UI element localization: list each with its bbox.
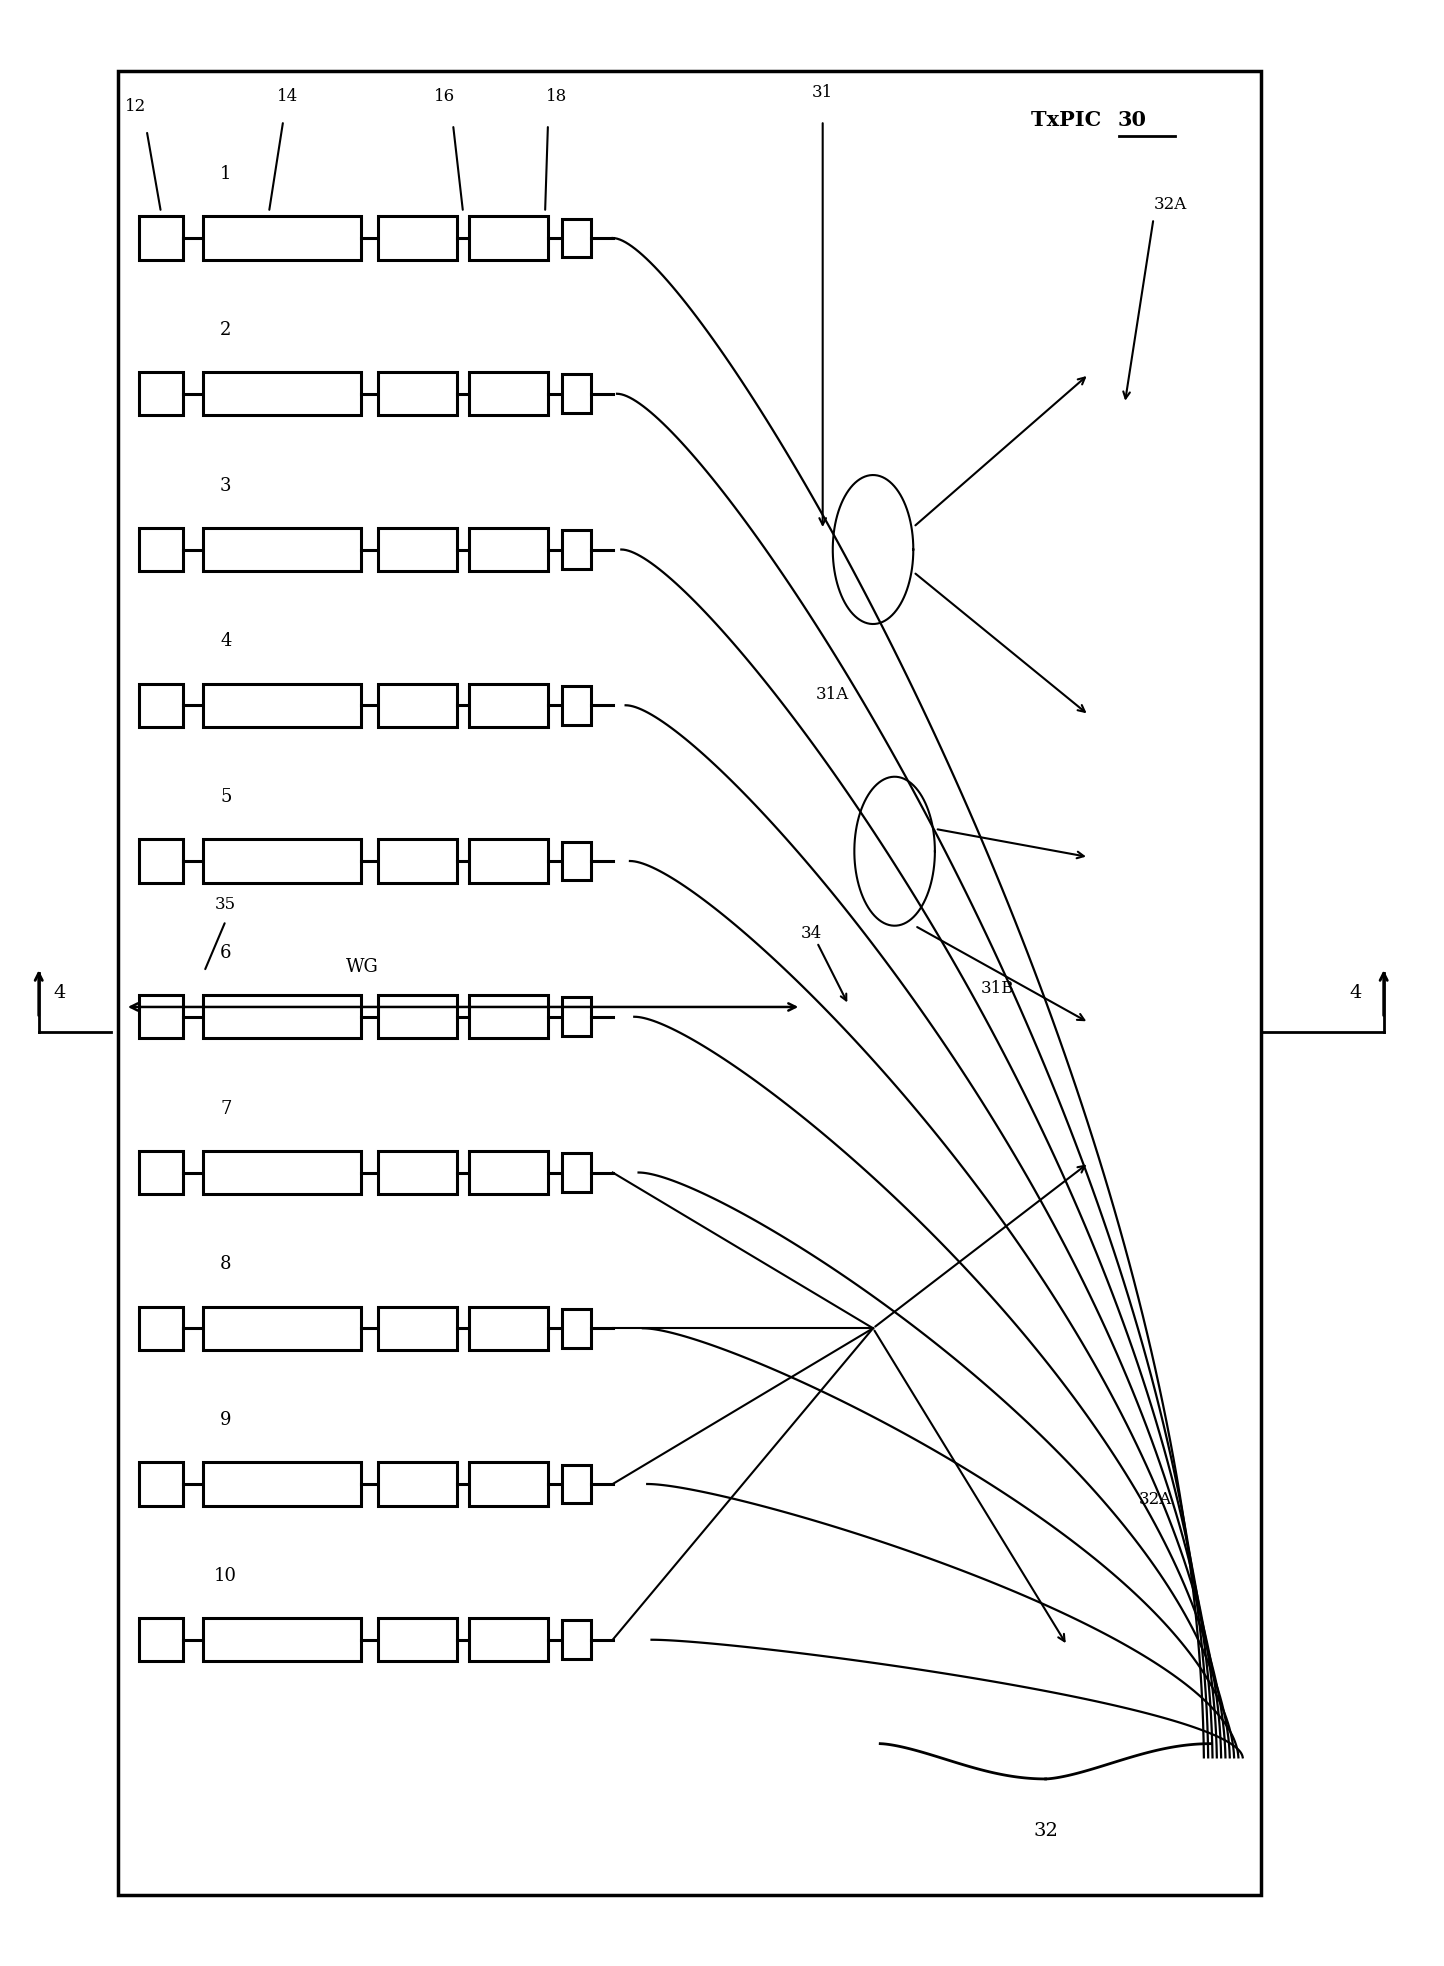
FancyBboxPatch shape bbox=[140, 684, 182, 727]
FancyBboxPatch shape bbox=[202, 1150, 361, 1193]
FancyBboxPatch shape bbox=[469, 1463, 547, 1506]
FancyBboxPatch shape bbox=[562, 997, 591, 1036]
Text: 1: 1 bbox=[219, 165, 231, 183]
FancyBboxPatch shape bbox=[378, 529, 458, 570]
FancyBboxPatch shape bbox=[562, 1309, 591, 1347]
FancyBboxPatch shape bbox=[202, 529, 361, 570]
FancyBboxPatch shape bbox=[562, 374, 591, 413]
Text: 4: 4 bbox=[53, 983, 65, 1003]
Text: 10: 10 bbox=[214, 1567, 237, 1585]
Text: 8: 8 bbox=[219, 1256, 231, 1274]
Text: 9: 9 bbox=[219, 1412, 231, 1429]
Text: 32: 32 bbox=[1034, 1822, 1058, 1840]
Text: 31: 31 bbox=[812, 85, 833, 100]
FancyBboxPatch shape bbox=[202, 995, 361, 1038]
FancyBboxPatch shape bbox=[562, 1465, 591, 1504]
FancyBboxPatch shape bbox=[118, 71, 1262, 1895]
FancyBboxPatch shape bbox=[562, 218, 591, 258]
FancyBboxPatch shape bbox=[140, 1307, 182, 1351]
FancyBboxPatch shape bbox=[469, 995, 547, 1038]
FancyBboxPatch shape bbox=[562, 841, 591, 881]
Text: 6: 6 bbox=[219, 944, 231, 961]
FancyBboxPatch shape bbox=[140, 372, 182, 415]
FancyBboxPatch shape bbox=[140, 1463, 182, 1506]
FancyBboxPatch shape bbox=[378, 216, 458, 260]
FancyBboxPatch shape bbox=[378, 372, 458, 415]
FancyBboxPatch shape bbox=[140, 839, 182, 883]
FancyBboxPatch shape bbox=[202, 1618, 361, 1661]
FancyBboxPatch shape bbox=[562, 1620, 591, 1659]
FancyBboxPatch shape bbox=[202, 372, 361, 415]
FancyBboxPatch shape bbox=[469, 684, 547, 727]
FancyBboxPatch shape bbox=[140, 216, 182, 260]
Text: 31B: 31B bbox=[980, 981, 1015, 997]
FancyBboxPatch shape bbox=[469, 372, 547, 415]
FancyBboxPatch shape bbox=[469, 1618, 547, 1661]
FancyBboxPatch shape bbox=[378, 684, 458, 727]
FancyBboxPatch shape bbox=[469, 1150, 547, 1193]
FancyBboxPatch shape bbox=[378, 839, 458, 883]
Text: 7: 7 bbox=[219, 1099, 231, 1117]
FancyBboxPatch shape bbox=[140, 1150, 182, 1193]
FancyBboxPatch shape bbox=[202, 684, 361, 727]
FancyBboxPatch shape bbox=[140, 529, 182, 570]
FancyBboxPatch shape bbox=[202, 1463, 361, 1506]
FancyBboxPatch shape bbox=[202, 839, 361, 883]
FancyBboxPatch shape bbox=[562, 531, 591, 568]
Text: WG: WG bbox=[347, 957, 378, 975]
FancyBboxPatch shape bbox=[562, 686, 591, 725]
FancyBboxPatch shape bbox=[202, 216, 361, 260]
Text: 5: 5 bbox=[219, 788, 231, 806]
Text: 35: 35 bbox=[215, 896, 237, 912]
FancyBboxPatch shape bbox=[562, 1154, 591, 1191]
Text: 4: 4 bbox=[219, 633, 231, 651]
Text: 3: 3 bbox=[219, 476, 231, 495]
Text: 4: 4 bbox=[1350, 983, 1362, 1003]
FancyBboxPatch shape bbox=[140, 995, 182, 1038]
FancyBboxPatch shape bbox=[378, 1463, 458, 1506]
FancyBboxPatch shape bbox=[469, 839, 547, 883]
Text: 34: 34 bbox=[801, 926, 823, 942]
FancyBboxPatch shape bbox=[140, 1618, 182, 1661]
Text: 31A: 31A bbox=[816, 686, 849, 704]
FancyBboxPatch shape bbox=[378, 1307, 458, 1351]
Text: 30: 30 bbox=[1118, 110, 1147, 130]
Text: 18: 18 bbox=[546, 88, 567, 104]
Text: 16: 16 bbox=[433, 88, 455, 104]
FancyBboxPatch shape bbox=[202, 1307, 361, 1351]
Text: TxPIC: TxPIC bbox=[1031, 110, 1109, 130]
Text: 32A: 32A bbox=[1139, 1490, 1173, 1508]
FancyBboxPatch shape bbox=[469, 216, 547, 260]
Text: 12: 12 bbox=[124, 98, 146, 114]
FancyBboxPatch shape bbox=[378, 1150, 458, 1193]
Text: 14: 14 bbox=[277, 88, 299, 104]
FancyBboxPatch shape bbox=[469, 529, 547, 570]
Text: 32A: 32A bbox=[1154, 197, 1187, 212]
Text: 2: 2 bbox=[219, 320, 231, 338]
FancyBboxPatch shape bbox=[378, 1618, 458, 1661]
FancyBboxPatch shape bbox=[378, 995, 458, 1038]
FancyBboxPatch shape bbox=[469, 1307, 547, 1351]
